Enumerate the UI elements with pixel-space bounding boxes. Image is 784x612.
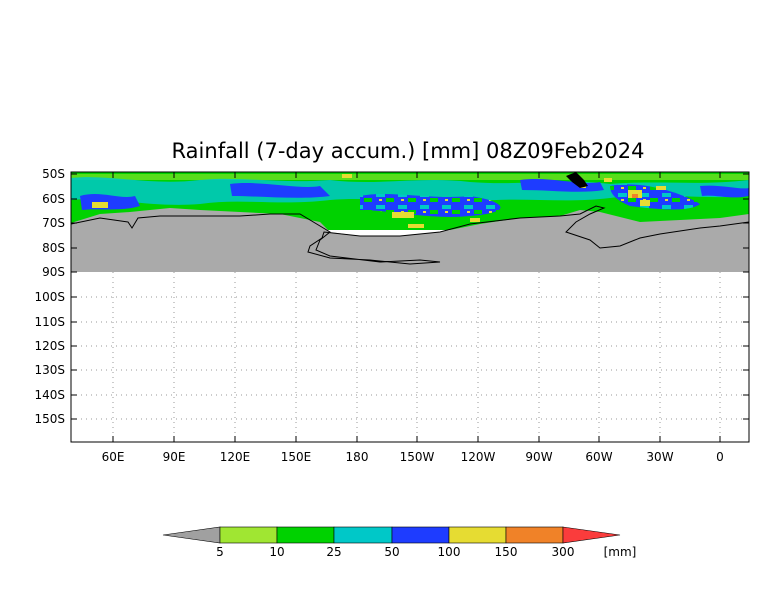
lat-label-120s: 120S (34, 339, 65, 353)
lon-label-60w: 60W (585, 450, 612, 464)
antarctica-landmass (71, 208, 749, 272)
lat-label-50s: 50S (42, 167, 65, 181)
colorbar-legend: 5 10 25 50 100 150 300 [mm] (162, 526, 637, 559)
colorbar-bin-100-150 (448, 526, 507, 544)
colorbar-lower-arrow (162, 526, 221, 544)
lat-label-80s: 80S (42, 241, 65, 255)
lat-label-140s: 140S (34, 388, 65, 402)
colorbar-label-100: 100 (438, 545, 461, 559)
colorbar-bin-10-25 (276, 526, 335, 544)
coastline (71, 205, 749, 265)
lon-label-120e: 120E (220, 450, 251, 464)
lat-label-60s: 60S (42, 192, 65, 206)
lon-label-150w: 150W (400, 450, 435, 464)
colorbar-label-50: 50 (384, 545, 399, 559)
lon-label-60e: 60E (102, 450, 125, 464)
colorbar-label-25: 25 (326, 545, 341, 559)
longitude-axis: 60E 90E 120E 150E 180 150W 120W 90W 60W … (102, 172, 724, 464)
colorbar-bin-150-300 (505, 526, 564, 544)
lon-label-180: 180 (346, 450, 369, 464)
lat-label-100s: 100S (34, 290, 65, 304)
lon-label-90w: 90W (525, 450, 552, 464)
lat-label-130s: 130S (34, 363, 65, 377)
lon-label-120w: 120W (461, 450, 496, 464)
colorbar-bin-25-50 (333, 526, 393, 544)
latitude-axis: 50S 60S 70S 80S 90S 100S 110S 120S 130S … (34, 167, 749, 426)
plot-area (71, 172, 749, 442)
lat-label-70s: 70S (42, 216, 65, 230)
lat-label-90s: 90S (42, 265, 65, 279)
colorbar-label-300: 300 (552, 545, 575, 559)
lon-label-150e: 150E (281, 450, 312, 464)
colorbar-upper-arrow (562, 526, 621, 544)
lat-label-150s: 150S (34, 412, 65, 426)
colorbar-label-5: 5 (216, 545, 224, 559)
colorbar-unit: [mm] (604, 545, 637, 559)
colorbar-label-150: 150 (495, 545, 518, 559)
lon-label-90e: 90E (163, 450, 186, 464)
south-america-tip (566, 172, 588, 188)
lon-label-0: 0 (716, 450, 724, 464)
map-gridlines (71, 272, 749, 442)
map-title: Rainfall (7-day accum.) [mm] 08Z09Feb202… (172, 139, 645, 163)
map-frame (70, 171, 750, 443)
colorbar-bin-5-10 (219, 526, 278, 544)
lat-label-110s: 110S (34, 315, 65, 329)
colorbar-bin-50-100 (391, 526, 450, 544)
colorbar-label-10: 10 (269, 545, 284, 559)
lon-label-30w: 30W (646, 450, 673, 464)
